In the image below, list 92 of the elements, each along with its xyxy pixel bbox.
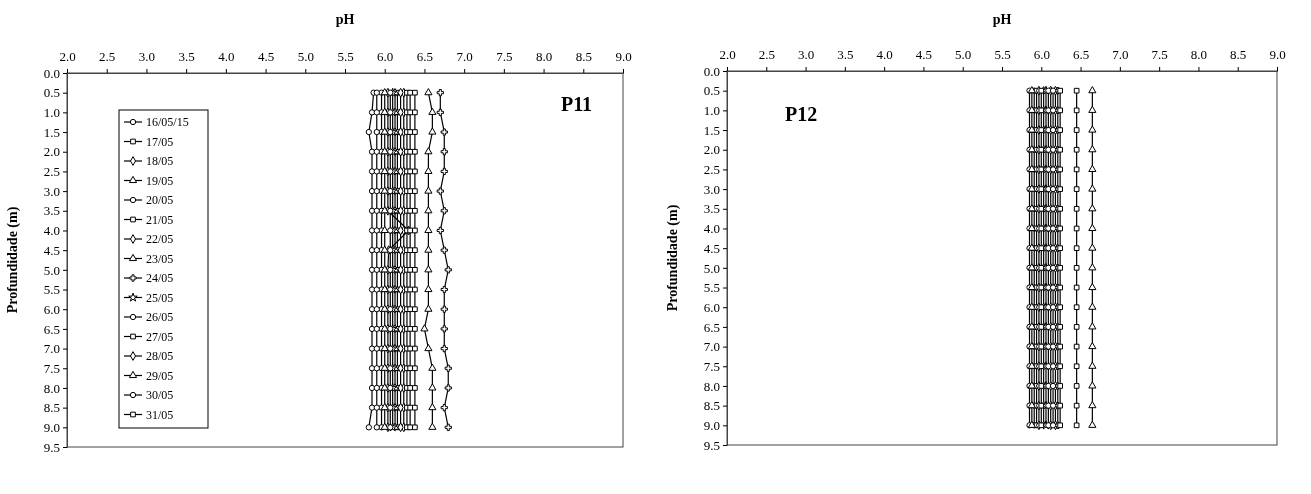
y-tick-label: 4.0 — [43, 223, 60, 239]
legend-label: 16/05/15 — [146, 115, 189, 129]
x-tick-label: 5.5 — [994, 47, 1011, 62]
y-tick-label: 7.0 — [43, 341, 60, 357]
x-tick-label: 9.0 — [615, 49, 632, 64]
y-tick-label: 2.0 — [43, 144, 60, 160]
legend-label: 27/05 — [146, 329, 174, 344]
y-tick-label: 5.5 — [43, 282, 60, 298]
x-tick-label: 2.0 — [59, 49, 76, 64]
y-tick-label: 1.5 — [703, 122, 720, 138]
y-tick-label: 3.5 — [43, 203, 60, 219]
legend-label: 20/05 — [146, 193, 174, 207]
legend-label: 29/05 — [146, 368, 174, 383]
x-tick-label: 7.0 — [1112, 47, 1129, 62]
y-tick-label: 4.0 — [703, 221, 720, 237]
legend-label: 18/05 — [146, 154, 174, 168]
x-tick-label: 8.5 — [1230, 47, 1247, 62]
y-tick-label: 8.5 — [703, 398, 720, 414]
legend-label: 28/05 — [146, 349, 174, 363]
legend-label: 30/05 — [146, 388, 174, 402]
y-tick-label: 6.5 — [43, 321, 60, 337]
y-tick-label: 3.5 — [703, 201, 720, 217]
y-tick-label: 0.5 — [43, 85, 60, 101]
x-axis-title: pH — [992, 12, 1012, 27]
y-tick-label: 0.5 — [703, 83, 720, 99]
legend-label: 23/05 — [146, 251, 174, 266]
x-tick-label: 6.0 — [377, 49, 394, 64]
y-tick-label: 2.5 — [43, 164, 60, 180]
x-tick-label: 6.0 — [1033, 47, 1050, 62]
annotation: P11 — [561, 93, 593, 115]
legend-label: 24/05 — [146, 271, 174, 285]
y-tick-label: 8.0 — [703, 378, 720, 394]
x-tick-label: 4.5 — [257, 49, 275, 64]
x-tick-label: 6.5 — [1072, 47, 1090, 62]
y-tick-label: 7.5 — [703, 358, 720, 374]
x-tick-label: 5.5 — [337, 49, 354, 64]
x-tick-label: 3.0 — [797, 47, 815, 62]
x-tick-label: 8.5 — [575, 49, 592, 64]
x-tick-label: 8.0 — [535, 49, 553, 64]
y-tick-label: 9.5 — [703, 437, 720, 453]
x-tick-label: 7.5 — [496, 49, 513, 64]
y-tick-label: 5.0 — [703, 260, 720, 276]
y-tick-label: 6.0 — [703, 299, 720, 315]
y-tick-label: 0.0 — [43, 65, 60, 81]
y-tick-label: 2.0 — [703, 142, 720, 158]
y-tick-label: 6.0 — [43, 301, 60, 317]
y-tick-label: 7.0 — [703, 339, 720, 355]
legend-label: 31/05 — [146, 407, 174, 422]
x-tick-label: 3.5 — [178, 49, 195, 64]
y-tick-label: 9.0 — [43, 419, 60, 435]
y-tick-label: 2.5 — [703, 162, 720, 178]
x-tick-label: 2.5 — [99, 49, 116, 64]
legend-label: 19/05 — [146, 173, 174, 188]
y-tick-label: 9.0 — [703, 417, 720, 433]
legend-label: 22/05 — [146, 232, 174, 246]
x-tick-label: 2.5 — [758, 47, 775, 62]
y-tick-label: 0.0 — [703, 63, 720, 79]
y-tick-label: 1.5 — [43, 124, 60, 140]
annotation: P12 — [785, 103, 818, 125]
y-tick-label: 8.5 — [43, 400, 60, 416]
y-tick-label: 5.5 — [703, 280, 720, 296]
x-tick-label: 2.0 — [719, 47, 736, 62]
x-tick-label: 5.0 — [297, 49, 314, 64]
y-tick-label: 4.5 — [703, 240, 720, 256]
y-tick-label: 9.5 — [43, 439, 60, 455]
y-tick-label: 8.0 — [43, 380, 60, 396]
x-tick-label: 6.5 — [416, 49, 434, 64]
x-tick-label: 4.0 — [876, 47, 893, 62]
legend-label: 21/05 — [146, 212, 174, 227]
x-tick-label: 5.0 — [955, 47, 972, 62]
y-tick-label: 1.0 — [43, 105, 60, 121]
y-tick-label: 4.5 — [43, 242, 60, 258]
x-tick-label: 8.0 — [1190, 47, 1208, 62]
y-tick-label: 5.0 — [43, 262, 60, 278]
legend-label: 26/05 — [146, 310, 174, 324]
legend-label: 25/05 — [146, 290, 174, 305]
y-tick-label: 3.0 — [703, 181, 720, 197]
y-tick-label: 1.0 — [703, 103, 720, 119]
y-axis-title: Profundidade (m) — [5, 206, 21, 314]
y-tick-label: 6.5 — [703, 319, 720, 335]
y-tick-label: 7.5 — [43, 360, 60, 376]
x-tick-label: 3.5 — [837, 47, 854, 62]
y-axis-title: Profundidade (m) — [665, 204, 681, 312]
x-tick-label: 3.0 — [138, 49, 156, 64]
x-tick-label: 4.0 — [218, 49, 235, 64]
y-tick-label: 3.0 — [43, 183, 60, 199]
x-axis-title: pH — [335, 12, 355, 27]
legend-label: 17/05 — [146, 134, 174, 149]
x-tick-label: 9.0 — [1269, 47, 1286, 62]
x-tick-label: 7.5 — [1151, 47, 1168, 62]
x-tick-label: 7.0 — [456, 49, 473, 64]
x-tick-label: 4.5 — [915, 47, 933, 62]
